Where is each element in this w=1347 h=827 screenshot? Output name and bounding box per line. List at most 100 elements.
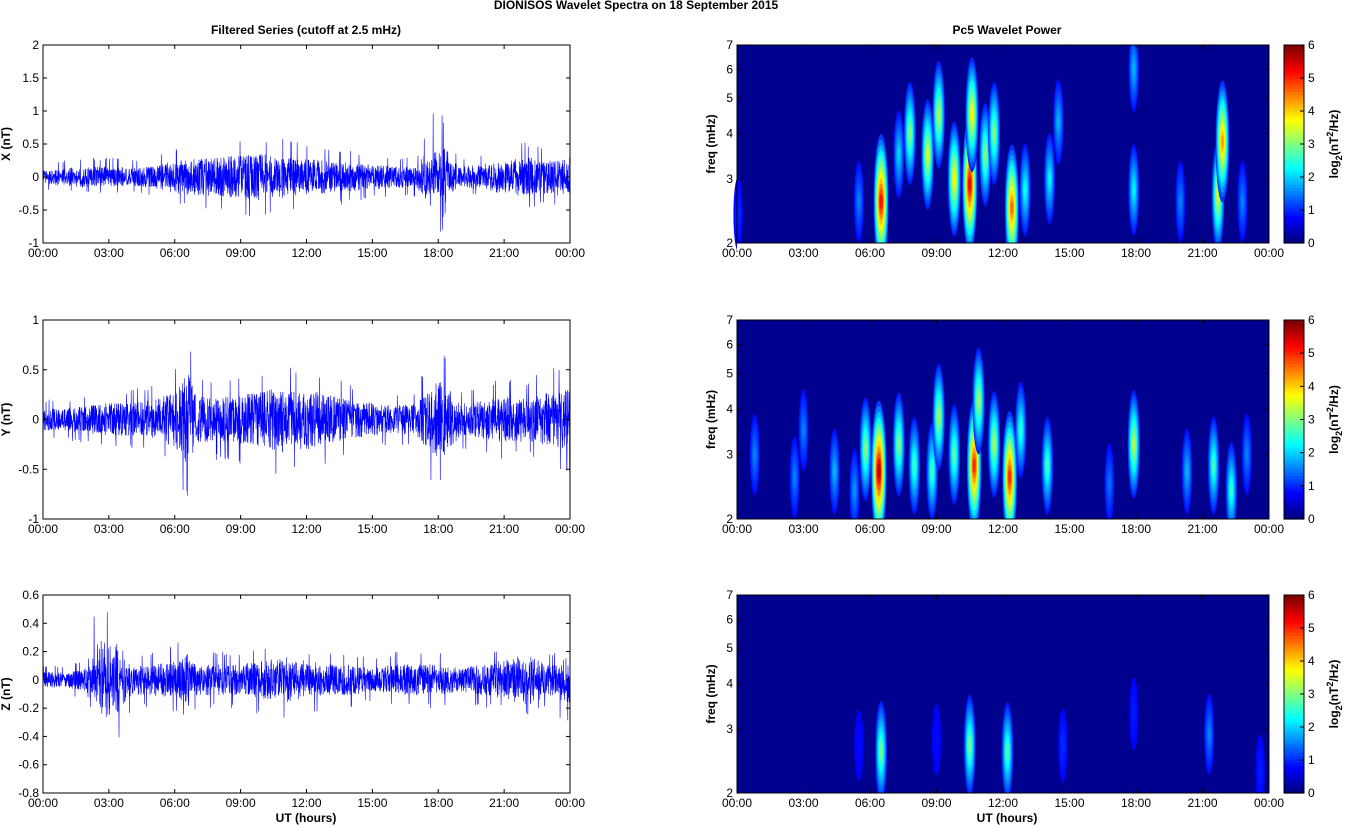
colorbar-segment — [1284, 431, 1304, 436]
colorbar-segment — [1284, 174, 1304, 179]
top-mask — [737, 5, 1269, 45]
colorbar-segment — [1284, 644, 1304, 649]
x-tick-label: 21:00 — [489, 796, 519, 810]
wavelet-peak-layer — [879, 194, 883, 209]
colorbar-segment — [1284, 54, 1304, 58]
colorbar-segment — [1284, 171, 1304, 176]
colorbar-segment — [1284, 69, 1304, 74]
wavelet-peak — [948, 404, 961, 505]
x-tick-label: 09:00 — [921, 796, 951, 810]
colorbar-tick-label: 0 — [1308, 786, 1315, 800]
wavelet-peak — [798, 389, 809, 471]
x-tick-label: 12:00 — [291, 246, 321, 260]
y-tick-label: 7 — [726, 588, 733, 602]
colorbar-segment — [1284, 786, 1304, 791]
colorbar-segment — [1284, 641, 1304, 646]
wavelet-peak — [873, 134, 889, 270]
wavelet-peak-layer — [753, 449, 757, 460]
wavelet-peak — [1001, 702, 1014, 801]
colorbar-segment — [1284, 687, 1304, 692]
colorbar-segment — [1284, 422, 1304, 427]
colorbar-segment — [1284, 397, 1304, 402]
colorbar-segment — [1284, 103, 1304, 108]
y-tick-label: 2 — [726, 236, 733, 250]
wavelet-peak-layer — [952, 448, 956, 461]
left-column-title: Filtered Series (cutoff at 2.5 mHz) — [211, 23, 401, 37]
colorbar-segment — [1284, 453, 1304, 458]
colorbar-segment — [1284, 369, 1304, 374]
colorbar-segment — [1284, 150, 1304, 154]
wavelet-peak-layer — [1258, 766, 1262, 776]
colorbar-segment — [1284, 712, 1304, 717]
colorbar-segment — [1284, 481, 1304, 486]
wavelet-peak — [1129, 677, 1139, 751]
colorbar-label-part: log — [1327, 436, 1341, 454]
colorbar-segment — [1284, 438, 1304, 442]
colorbar-label-part: log — [1327, 710, 1341, 728]
colorbar-label-part: 2 — [1334, 431, 1344, 436]
wavelet-peak-layer — [879, 745, 883, 758]
colorbar-segment — [1284, 450, 1304, 455]
colorbar-segment — [1284, 341, 1304, 346]
colorbar-segment — [1284, 771, 1304, 776]
bottom-mask — [737, 243, 1269, 283]
colorbar-segment — [1284, 491, 1304, 495]
x-tick-label: 00:00 — [28, 522, 58, 536]
colorbar-segment — [1284, 625, 1304, 630]
colorbar-label-part: /Hz) — [1327, 660, 1341, 682]
x-tick-label: 21:00 — [489, 246, 519, 260]
wavelet-peak-layer — [1019, 424, 1023, 436]
wavelet-peak — [1237, 160, 1248, 243]
wavelet-peak — [979, 103, 992, 207]
colorbar-segment — [1284, 697, 1304, 701]
colorbar-segment — [1284, 718, 1304, 723]
colorbar-segment — [1284, 91, 1304, 96]
colorbar-segment — [1284, 715, 1304, 720]
wavelet-peak — [947, 121, 961, 237]
x-tick-label: 00:00 — [1254, 796, 1284, 810]
x-tick-label: 09:00 — [921, 246, 951, 260]
colorbar-segment — [1284, 783, 1304, 788]
wavelet-peak-layer — [864, 443, 867, 456]
wavelet-peak — [963, 694, 976, 797]
colorbar-segment — [1284, 233, 1304, 238]
y-tick-label: 6 — [726, 62, 733, 76]
colorbar-segment — [1284, 122, 1304, 127]
colorbar-segment — [1284, 466, 1304, 470]
colorbar-segment — [1284, 659, 1304, 664]
colorbar-segment — [1284, 694, 1304, 698]
wavelet-peak — [1041, 416, 1054, 515]
wavelet-peak-layer — [1229, 484, 1233, 496]
wavelet-peak-layer — [1132, 184, 1136, 196]
colorbar-segment — [1284, 193, 1304, 198]
wavelet-peak-layer — [1061, 740, 1065, 751]
colorbar-segment — [1284, 379, 1304, 383]
wavelet-peak — [859, 397, 872, 502]
colorbar-tick-label: 2 — [1308, 446, 1315, 460]
series-line-Z — [42, 612, 571, 738]
colorbar-tick-label: 0 — [1308, 512, 1315, 526]
colorbar-segment — [1284, 663, 1304, 667]
colorbar-segment — [1284, 363, 1304, 368]
colorbar-segment — [1284, 144, 1304, 148]
colorbar-segment — [1284, 777, 1304, 782]
colorbar-segment — [1284, 743, 1304, 748]
colorbar-segment — [1284, 700, 1304, 704]
colorbar-segment — [1284, 403, 1304, 408]
colorbar-segment — [1284, 610, 1304, 615]
wavelet-peak — [893, 110, 905, 199]
wavelet-peak — [1128, 144, 1140, 236]
colorbar-segment — [1284, 509, 1304, 514]
colorbar-tick-label: 4 — [1308, 379, 1315, 393]
colorbar-segment — [1284, 131, 1304, 136]
left-x-axis-label: UT (hours) — [276, 811, 337, 825]
colorbar-segment — [1284, 789, 1304, 794]
wavelet-peak-layer — [983, 148, 987, 161]
colorbar-segment — [1284, 85, 1304, 89]
colorbar-tick-label: 5 — [1308, 71, 1315, 85]
colorbar-segment — [1284, 227, 1304, 232]
y-tick-label: 3 — [726, 448, 733, 462]
y-tick-label: 2 — [726, 786, 733, 800]
wavelet-peak — [875, 700, 888, 803]
series-line-X — [42, 113, 571, 232]
